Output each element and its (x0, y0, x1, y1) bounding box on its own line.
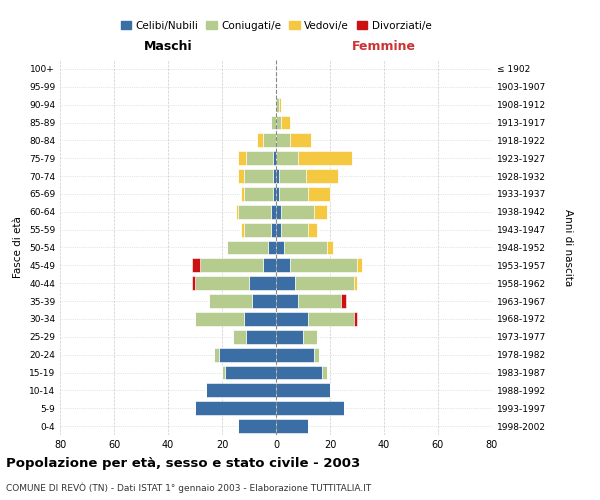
Bar (276, 169, 278, 183)
Bar (314, 348, 319, 362)
Bar (263, 134, 276, 147)
Bar (276, 151, 298, 165)
Bar (276, 276, 295, 290)
Bar (276, 205, 281, 219)
Bar (298, 294, 341, 308)
Bar (278, 169, 306, 183)
Bar (244, 222, 271, 236)
Bar (281, 116, 290, 130)
Bar (238, 419, 276, 433)
Bar (276, 419, 308, 433)
Bar (209, 294, 252, 308)
Bar (195, 276, 249, 290)
Bar (238, 205, 271, 219)
Y-axis label: Fasce di età: Fasce di età (13, 216, 23, 278)
Bar (276, 187, 278, 201)
Bar (241, 222, 244, 236)
Bar (276, 401, 343, 415)
Bar (276, 98, 278, 112)
Bar (308, 222, 317, 236)
Bar (276, 258, 290, 272)
Text: Maschi: Maschi (143, 40, 193, 53)
Bar (354, 276, 357, 290)
Bar (276, 222, 281, 236)
Bar (220, 348, 276, 362)
Bar (214, 348, 220, 362)
Bar (241, 187, 244, 201)
Text: Popolazione per età, sesso e stato civile - 2003: Popolazione per età, sesso e stato civil… (6, 458, 360, 470)
Bar (244, 169, 274, 183)
Text: Femmine: Femmine (352, 40, 416, 53)
Bar (247, 330, 276, 344)
Bar (227, 240, 268, 254)
Bar (295, 276, 354, 290)
Bar (244, 312, 276, 326)
Bar (306, 169, 338, 183)
Bar (224, 366, 276, 380)
Bar (276, 240, 284, 254)
Bar (276, 348, 314, 362)
Bar (278, 187, 308, 201)
Bar (276, 134, 290, 147)
Bar (303, 330, 317, 344)
Bar (278, 98, 281, 112)
Text: COMUNE DI REVÒ (TN) - Dati ISTAT 1° gennaio 2003 - Elaborazione TUTTITALIA.IT: COMUNE DI REVÒ (TN) - Dati ISTAT 1° genn… (6, 482, 371, 493)
Bar (193, 276, 195, 290)
Bar (328, 240, 332, 254)
Bar (314, 205, 328, 219)
Bar (257, 134, 263, 147)
Bar (271, 222, 276, 236)
Bar (244, 187, 274, 201)
Bar (322, 366, 328, 380)
Bar (308, 312, 354, 326)
Bar (222, 366, 224, 380)
Bar (271, 116, 276, 130)
Bar (276, 366, 322, 380)
Bar (195, 312, 244, 326)
Bar (238, 151, 247, 165)
Bar (290, 258, 357, 272)
Bar (193, 258, 200, 272)
Bar (200, 258, 263, 272)
Bar (252, 294, 276, 308)
Bar (357, 258, 362, 272)
Bar (276, 116, 281, 130)
Bar (354, 312, 357, 326)
Bar (281, 205, 314, 219)
Bar (274, 169, 276, 183)
Bar (281, 222, 308, 236)
Bar (308, 187, 330, 201)
Bar (206, 384, 276, 398)
Bar (276, 312, 308, 326)
Bar (249, 276, 276, 290)
Bar (276, 330, 303, 344)
Bar (274, 187, 276, 201)
Bar (268, 240, 276, 254)
Bar (276, 384, 330, 398)
Bar (284, 240, 328, 254)
Bar (195, 401, 276, 415)
Bar (341, 294, 346, 308)
Bar (298, 151, 352, 165)
Bar (247, 151, 274, 165)
Bar (274, 151, 276, 165)
Bar (233, 330, 247, 344)
Legend: Celibi/Nubili, Coniugati/e, Vedovi/e, Divorziati/e: Celibi/Nubili, Coniugati/e, Vedovi/e, Di… (116, 16, 436, 35)
Bar (290, 134, 311, 147)
Bar (271, 205, 276, 219)
Bar (263, 258, 276, 272)
Bar (276, 294, 298, 308)
Bar (235, 205, 238, 219)
Bar (238, 169, 244, 183)
Y-axis label: Anni di nascita: Anni di nascita (563, 209, 573, 286)
